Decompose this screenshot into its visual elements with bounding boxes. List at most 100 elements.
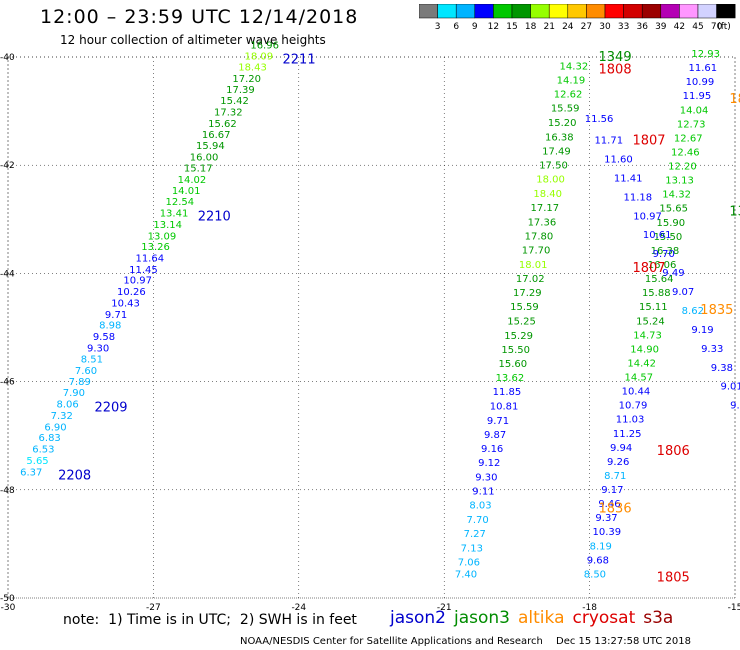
swh-point-jason2: 6.53 (32, 444, 54, 455)
swh-point-jason3: 17.50 (539, 160, 568, 171)
swh-point-jason2: 7.32 (51, 411, 73, 422)
x-tick-label: -27 (146, 603, 161, 612)
swh-point-jason2: 16.00 (190, 152, 219, 163)
swh-point-jason2: 17.39 (226, 85, 255, 96)
swh-point-jason2: 15.94 (196, 141, 225, 152)
altimeter-chart: -30 -27 -24 -21 -18 -15 -40 -42 -44 -46 -48 -50 6.37… (0, 40, 740, 612)
swh-point-cryosat: 15.64 (645, 274, 674, 285)
colorbar-tick: 70 (711, 22, 723, 32)
swh-point-jason2: 10.43 (111, 298, 140, 309)
colorbar-tick: 15 (506, 22, 517, 32)
swh-point-cryosat: 14.90 (630, 344, 659, 355)
credit-line: NOAA/NESDIS Center for Satellite Applica… (240, 636, 543, 647)
swh-point-cryosat: 9.37 (595, 513, 617, 524)
swh-point-s3a: 11.56 (585, 114, 614, 125)
swh-point-jason2: 17.32 (214, 107, 243, 118)
swh-point-cryosat: 15.88 (642, 288, 671, 299)
y-tick-label: -50 (0, 594, 15, 604)
swh-point-cryosat: 9.94 (610, 443, 632, 454)
swh-point-jason2: 8.06 (56, 400, 78, 411)
pass-number: 1807 (632, 133, 665, 148)
swh-point-jason2: 10.97 (123, 276, 152, 287)
swh-point-cryosat: 10.44 (622, 387, 651, 398)
colorbar-tick: 39 (655, 22, 667, 32)
colorbar-tick: 27 (581, 22, 592, 32)
swh-point-s3a: 9.19 (691, 325, 713, 336)
x-tick-label: -15 (728, 603, 740, 612)
swh-point-cryosat: 12.46 (671, 147, 700, 158)
swh-point-s3a: 9.11 (730, 401, 740, 412)
swh-point-cryosat: 8.50 (584, 569, 606, 580)
swh-point-cryosat: 14.04 (680, 105, 709, 116)
swh-point-jason2: 13.26 (141, 242, 170, 253)
swh-point-s3a: 9.07 (672, 287, 694, 298)
swh-point-cryosat: 11.95 (683, 91, 712, 102)
swh-point-jason3: 9.71 (487, 416, 509, 427)
swh-point-cryosat: 15.24 (636, 316, 665, 327)
swh-point-cryosat: 10.39 (593, 527, 622, 538)
y-tick-label: -46 (0, 378, 15, 388)
swh-point-jason2: 11.64 (135, 253, 164, 264)
swh-point-jason3: 16.38 (545, 132, 574, 143)
x-tick-label: -24 (291, 603, 306, 612)
y-tick-label: -40 (0, 53, 15, 63)
swh-point-jason2: 7.90 (63, 388, 85, 399)
swh-point-jason3: 7.06 (458, 558, 480, 569)
swh-point-jason3: 15.25 (507, 316, 536, 327)
swh-point-jason2: 15.42 (220, 96, 249, 107)
swh-point-jason2: 11.45 (129, 265, 158, 276)
swh-point-cryosat: 9.68 (587, 555, 609, 566)
swh-point-cryosat: 8.71 (604, 471, 626, 482)
swh-point-jason3: 18.40 (533, 189, 562, 200)
swh-point-cryosat: 12.73 (677, 119, 706, 130)
swh-point-jason2: 14.01 (172, 186, 201, 197)
swh-point-cryosat: 15.11 (639, 302, 668, 313)
time-unit-note: note: 1) Time is in UTC; 2) SWH is in fe… (63, 612, 357, 628)
pass-number: 1807 (632, 261, 665, 276)
y-tick-label: -44 (0, 269, 15, 279)
colorbar-tick: 42 (674, 22, 685, 32)
pass-number: 1349 (599, 50, 632, 65)
pass-number: 1350 (729, 205, 740, 220)
swh-point-cryosat: 12.93 (691, 49, 720, 60)
swh-point-jason2: 10.26 (117, 287, 146, 298)
swh-point-jason2: 13.14 (153, 220, 182, 231)
swh-point-jason3: 17.17 (530, 203, 559, 214)
swh-point-s3a: 9.33 (701, 344, 723, 355)
swh-point-cryosat: 16.38 (651, 246, 680, 257)
swh-point-jason3: 11.85 (493, 387, 522, 398)
swh-point-jason3: 15.50 (501, 345, 530, 356)
swh-point-jason3: 7.13 (461, 543, 483, 554)
swh-point-jason3: 14.32 (560, 61, 589, 72)
pass-number: 2210 (198, 210, 231, 225)
swh-point-cryosat: 14.32 (662, 190, 691, 201)
colorbar-tick: 18 (525, 22, 537, 32)
pass-number: 1835 (700, 303, 733, 318)
swh-point-jason3: 15.60 (498, 359, 527, 370)
x-tick-label: -21 (437, 603, 452, 612)
swh-point-jason3: 17.70 (522, 245, 551, 256)
pass-number: 2209 (94, 401, 127, 416)
swh-point-jason2: 13.41 (160, 209, 189, 220)
swh-point-jason3: 9.12 (478, 458, 500, 469)
swh-point-cryosat: 10.79 (619, 401, 648, 412)
swh-point-s3a: 9.49 (662, 268, 684, 279)
pass-number: 1836 (599, 502, 632, 517)
swh-point-jason2: 7.89 (69, 377, 91, 388)
y-tick-label: -48 (0, 486, 15, 496)
swh-point-jason2: 12.54 (166, 197, 195, 208)
swh-point-cryosat: 9.26 (607, 457, 629, 468)
swh-point-jason3: 8.03 (469, 501, 491, 512)
pass-number: 1806 (657, 444, 690, 459)
swh-point-jason3: 15.59 (510, 302, 539, 313)
colorbar-tick: 45 (692, 22, 703, 32)
swh-point-cryosat: 9.17 (601, 485, 623, 496)
swh-point-cryosat: 14.73 (633, 330, 662, 341)
swh-point-jason3: 14.19 (557, 76, 586, 87)
swh-point-cryosat: 14.57 (624, 373, 653, 384)
chart-subtitle: 12 hour collection of altimeter wave hei… (60, 33, 326, 47)
swh-point-jason3: 17.49 (542, 146, 571, 157)
colorbar-swatch (716, 4, 736, 19)
swh-point-jason3: 9.30 (475, 473, 497, 484)
colorbar-tick: 24 (562, 22, 574, 32)
